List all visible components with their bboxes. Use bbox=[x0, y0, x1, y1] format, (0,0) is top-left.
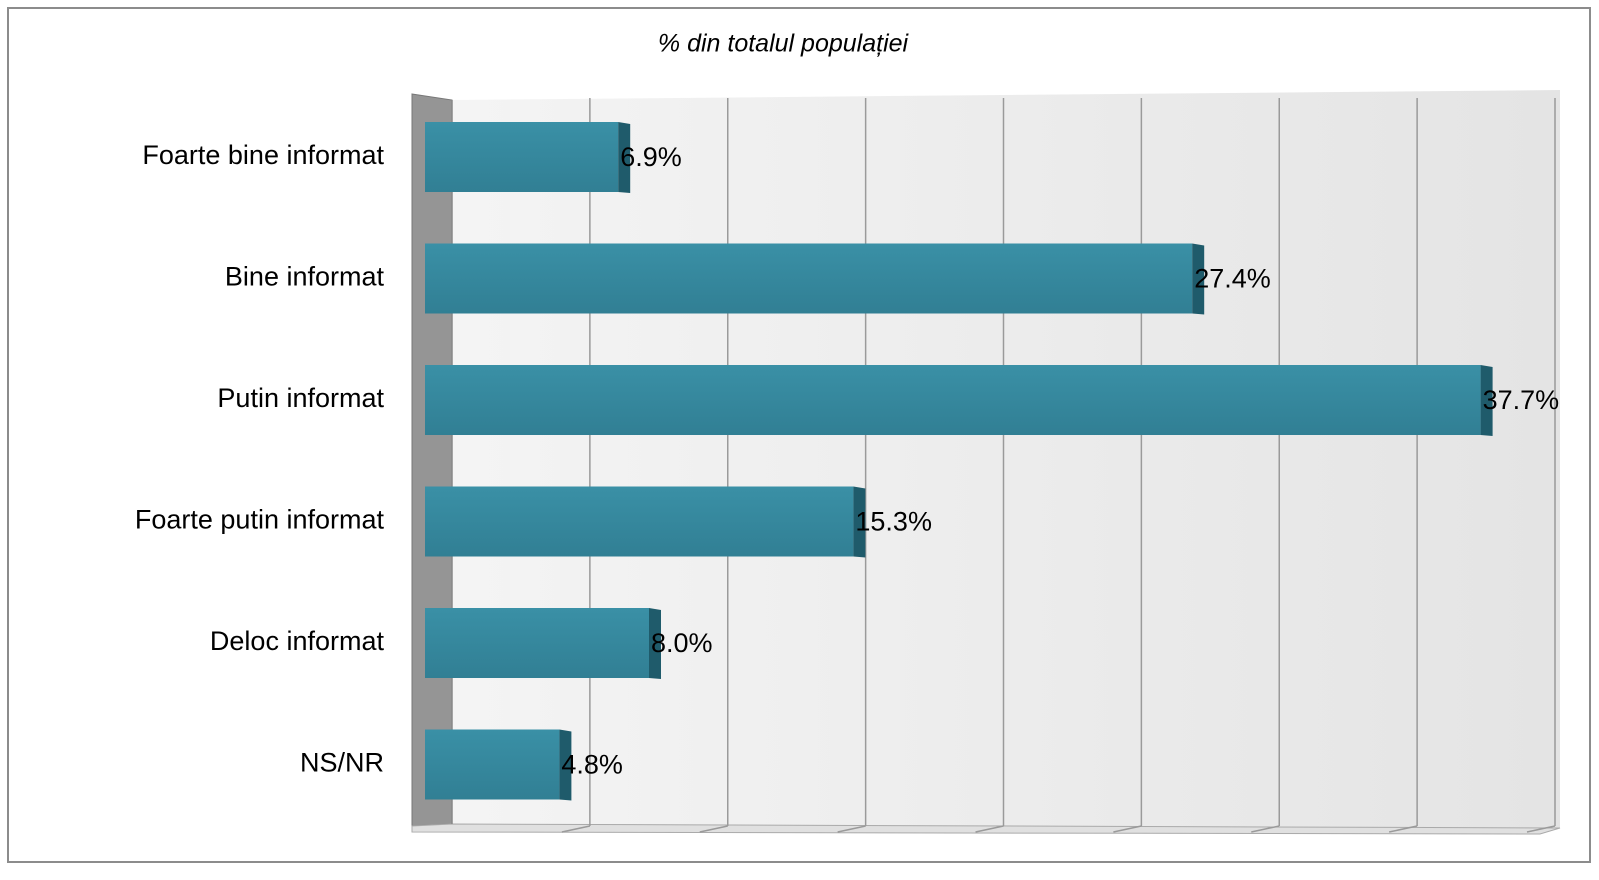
data-label: 27.4% bbox=[1194, 264, 1271, 294]
floor-tick bbox=[975, 825, 1004, 833]
bar bbox=[425, 243, 1193, 314]
y-tick-label: NS/NR bbox=[300, 748, 384, 778]
data-label: 37.7% bbox=[1483, 385, 1560, 415]
data-label: 15.3% bbox=[855, 507, 932, 537]
bar bbox=[425, 486, 854, 557]
data-label: 6.9% bbox=[620, 142, 682, 172]
y-tick-label: Foarte bine informat bbox=[142, 140, 384, 170]
bar-end bbox=[649, 608, 661, 679]
data-label: 8.0% bbox=[651, 628, 713, 658]
floor-tick bbox=[837, 825, 866, 833]
chart-title: % din totalul populației bbox=[658, 30, 910, 58]
bar-end bbox=[1480, 365, 1493, 436]
floor-tick bbox=[1251, 825, 1280, 833]
back-wall bbox=[452, 90, 1560, 828]
side-wall bbox=[411, 93, 453, 827]
floor-tick bbox=[1526, 825, 1556, 833]
data-label: 4.8% bbox=[561, 750, 623, 780]
y-tick-label: Putin informat bbox=[217, 383, 384, 413]
floor-tick bbox=[1388, 825, 1418, 833]
floor-tick bbox=[699, 825, 728, 833]
bar-end bbox=[559, 729, 572, 801]
y-tick-label: Deloc informat bbox=[210, 626, 385, 656]
bar bbox=[425, 608, 649, 678]
bar-end bbox=[853, 486, 866, 558]
bar bbox=[425, 729, 560, 800]
floor-tick bbox=[561, 825, 591, 833]
bar-end bbox=[618, 122, 631, 193]
y-tick-label: Foarte putin informat bbox=[135, 505, 385, 535]
bar-end bbox=[1192, 243, 1205, 315]
floor-tick bbox=[1113, 825, 1142, 833]
bar bbox=[425, 365, 1481, 435]
bar bbox=[425, 122, 619, 192]
y-tick-label: Bine informat bbox=[225, 262, 385, 292]
